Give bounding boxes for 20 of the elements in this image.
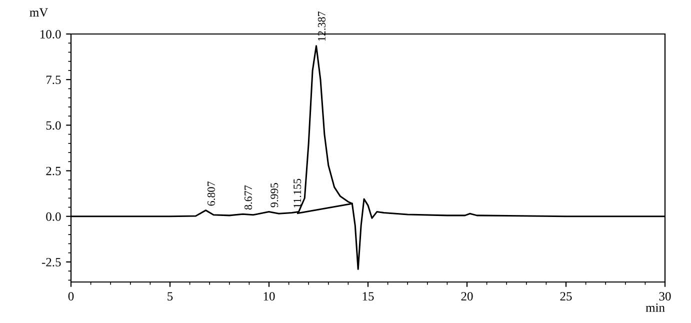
y-tick-label: 5.0 [46, 121, 61, 130]
y-tick-label: -2.5 [42, 258, 61, 266]
annotation: 12.387 [318, 11, 326, 41]
x-tick-label: 30 [659, 292, 671, 301]
x-tick-label: 15 [362, 292, 374, 301]
annotation: 8.677 [244, 185, 252, 210]
x-tick-label: 20 [461, 292, 473, 301]
annotation: 11.155 [294, 178, 302, 208]
x-tick-label: 0 [68, 292, 74, 301]
y-tick-label: 7.5 [46, 76, 61, 84]
y-tick-label: 0.0 [46, 212, 61, 221]
x-tick-label: 10 [264, 292, 275, 301]
x-tick-label: 5 [168, 292, 173, 301]
annotation: 6.807 [207, 181, 216, 206]
y-tick-label: 2.5 [46, 166, 61, 176]
x-axis-title: min [646, 303, 665, 312]
x-tick-label: 25 [560, 292, 572, 301]
y-tick-label: 10.0 [40, 30, 61, 39]
y-axis-title: mV [30, 8, 48, 17]
annotation: 9.995 [270, 183, 278, 208]
